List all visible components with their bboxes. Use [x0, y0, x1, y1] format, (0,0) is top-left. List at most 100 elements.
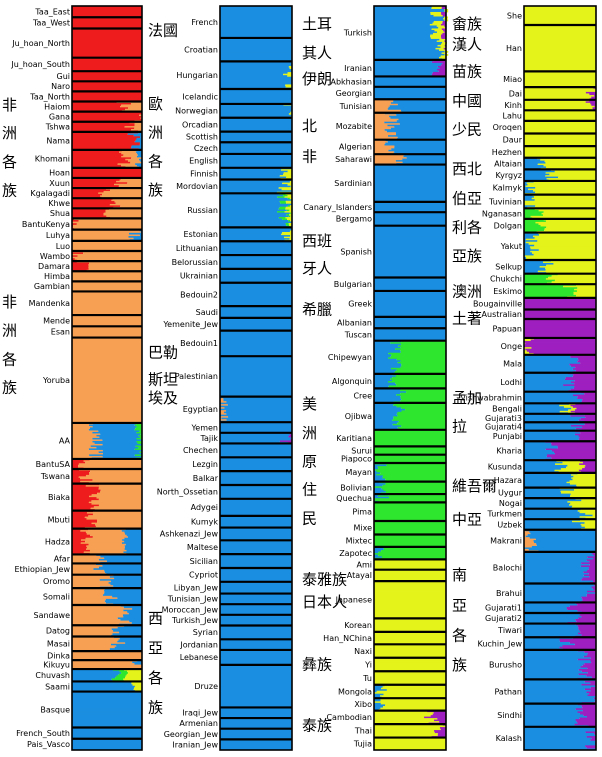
ancestry-blue [133, 237, 142, 240]
ancestry-blue [220, 309, 292, 311]
ancestry-blue [220, 402, 292, 405]
ancestry-orange [72, 591, 105, 594]
population-label: Biaka [48, 493, 70, 502]
ancestry-purple [559, 646, 596, 649]
ancestry-blue [220, 631, 292, 634]
ancestry-orange [72, 318, 142, 321]
ancestry-blue [533, 540, 596, 542]
population-label: Iranian [344, 64, 372, 73]
ancestry-purple [574, 409, 596, 412]
ancestry-blue [220, 660, 292, 663]
ancestry-blue [524, 197, 532, 200]
ancestry-purple [582, 468, 596, 471]
ancestry-blue [122, 614, 142, 617]
ancestry-blue [220, 495, 292, 498]
ancestry-purple [438, 70, 446, 73]
ancestry-yellow [524, 74, 596, 77]
population-basque [72, 691, 142, 728]
ancestry-blue [386, 130, 446, 133]
ancestry-blue [220, 314, 292, 317]
ancestry-purple [524, 330, 596, 333]
ancestry-green [405, 408, 446, 411]
ancestry-blue [133, 134, 142, 137]
ancestry-blue [220, 245, 292, 248]
ancestry-purple [444, 40, 446, 43]
ancestry-blue [135, 163, 142, 166]
ancestry-purple [577, 603, 596, 606]
population-libyan_jew [220, 581, 292, 594]
population-label: Esan [51, 328, 70, 337]
ancestry-blue [524, 562, 582, 565]
ancestry-blue [220, 347, 292, 350]
ancestry-blue [524, 175, 546, 177]
ancestry-blue [524, 669, 579, 671]
population-druze [220, 664, 292, 708]
ancestry-blue [374, 261, 446, 264]
ancestry-purple [574, 643, 596, 646]
ancestry-blue [374, 55, 441, 58]
ancestry-orange [92, 536, 128, 539]
ancestry-yellow [545, 278, 596, 281]
ancestry-blue [220, 622, 292, 625]
ancestry-blue [72, 741, 142, 744]
region-label: 西 [148, 609, 163, 627]
ancestry-blue [124, 531, 142, 534]
population-hezhen [524, 146, 596, 159]
ancestry-purple [575, 708, 596, 711]
ancestry-red [72, 140, 135, 143]
population-aa [72, 422, 142, 460]
population-label: Shua [50, 209, 70, 218]
ancestry-blue [72, 697, 142, 700]
ancestry-blue [220, 214, 287, 216]
ancestry-green [138, 434, 142, 437]
ancestry-red [72, 161, 131, 164]
ancestry-purple [433, 712, 446, 715]
population-label: Sindhi [497, 711, 522, 720]
ancestry-blue [531, 545, 596, 548]
ancestry-blue [220, 146, 292, 149]
ancestry-orange [72, 400, 142, 403]
ancestry-yellow [437, 31, 445, 34]
ancestry-orange [72, 327, 142, 330]
ancestry-purple [582, 709, 596, 712]
ancestry-blue [374, 342, 391, 345]
population-label: Ethiopian_Jew [15, 565, 71, 574]
ancestry-blue [374, 321, 446, 323]
ancestry-blue [374, 174, 446, 177]
ancestry-blue [374, 82, 446, 85]
ancestry-green [134, 448, 142, 451]
ancestry-orange [72, 232, 130, 235]
ancestry-orange [72, 437, 93, 440]
ancestry-purple [434, 730, 446, 732]
population-georgian_jew [220, 728, 292, 740]
ancestry-orange [220, 413, 227, 416]
population-hoan [72, 167, 142, 179]
ancestry-yellow [433, 32, 443, 35]
population-lezgin [220, 457, 292, 472]
ancestry-yellow [524, 138, 596, 141]
ancestry-purple [587, 667, 596, 670]
ancestry-blue [374, 346, 401, 349]
ancestry-blue [104, 571, 142, 574]
ancestry-orange [72, 645, 117, 648]
ancestry-purple [524, 300, 596, 303]
ancestry-red [72, 543, 89, 546]
population-palestinian [220, 356, 292, 398]
ancestry-blue [524, 384, 564, 387]
ancestry-orange [72, 397, 142, 400]
ancestry-orange [374, 144, 385, 146]
ancestry-yellow [431, 28, 442, 31]
population-ju_hoan_north [72, 28, 142, 59]
ancestry-yellow [374, 740, 446, 743]
ancestry-yellow [524, 72, 596, 75]
ancestry-blue [524, 526, 585, 529]
ancestry-green [374, 511, 446, 514]
ancestry-orange [92, 513, 142, 516]
ancestry-yellow [281, 169, 292, 172]
ancestry-blue [102, 439, 142, 442]
ancestry-blue [220, 139, 292, 142]
ancestry-blue [220, 125, 292, 128]
ancestry-yellow [374, 731, 435, 734]
ancestry-yellow [287, 72, 292, 75]
ancestry-yellow [526, 182, 596, 185]
